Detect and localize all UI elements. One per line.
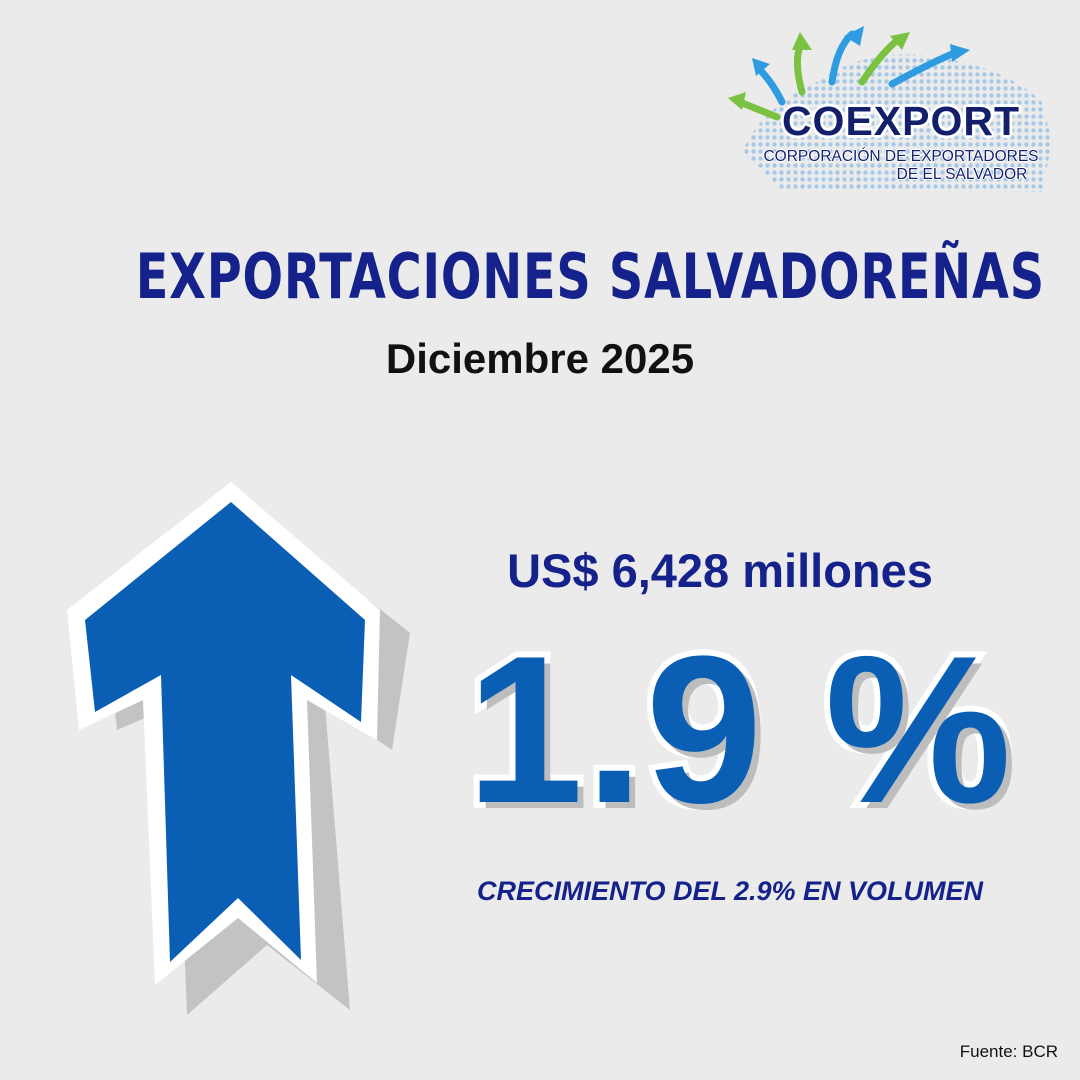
export-amount: US$ 6,428 millones: [507, 544, 933, 597]
up-arrow-icon: [55, 470, 425, 1020]
coexport-logo: COEXPORT CORPORACIÓN DE EXPORTADORES DE …: [722, 22, 1057, 197]
source-note: Fuente: BCR: [959, 1042, 1058, 1061]
page-title: EXPORTACIONES SALVADOREÑAS: [135, 240, 1045, 313]
logo-subtitle-line2: DE EL SALVADOR: [896, 166, 1028, 183]
growth-percentage: 1.9 %: [461, 609, 1018, 851]
logo-subtitle-line1: CORPORACIÓN DE EXPORTADORES: [763, 148, 1039, 165]
page-subtitle: Diciembre 2025: [385, 335, 695, 382]
volume-growth-note: CRECIMIENTO DEL 2.9% EN VOLUMEN: [476, 876, 984, 906]
world-map-arrows-icon: [728, 26, 1052, 193]
logo-wordmark: COEXPORT: [781, 98, 1021, 144]
